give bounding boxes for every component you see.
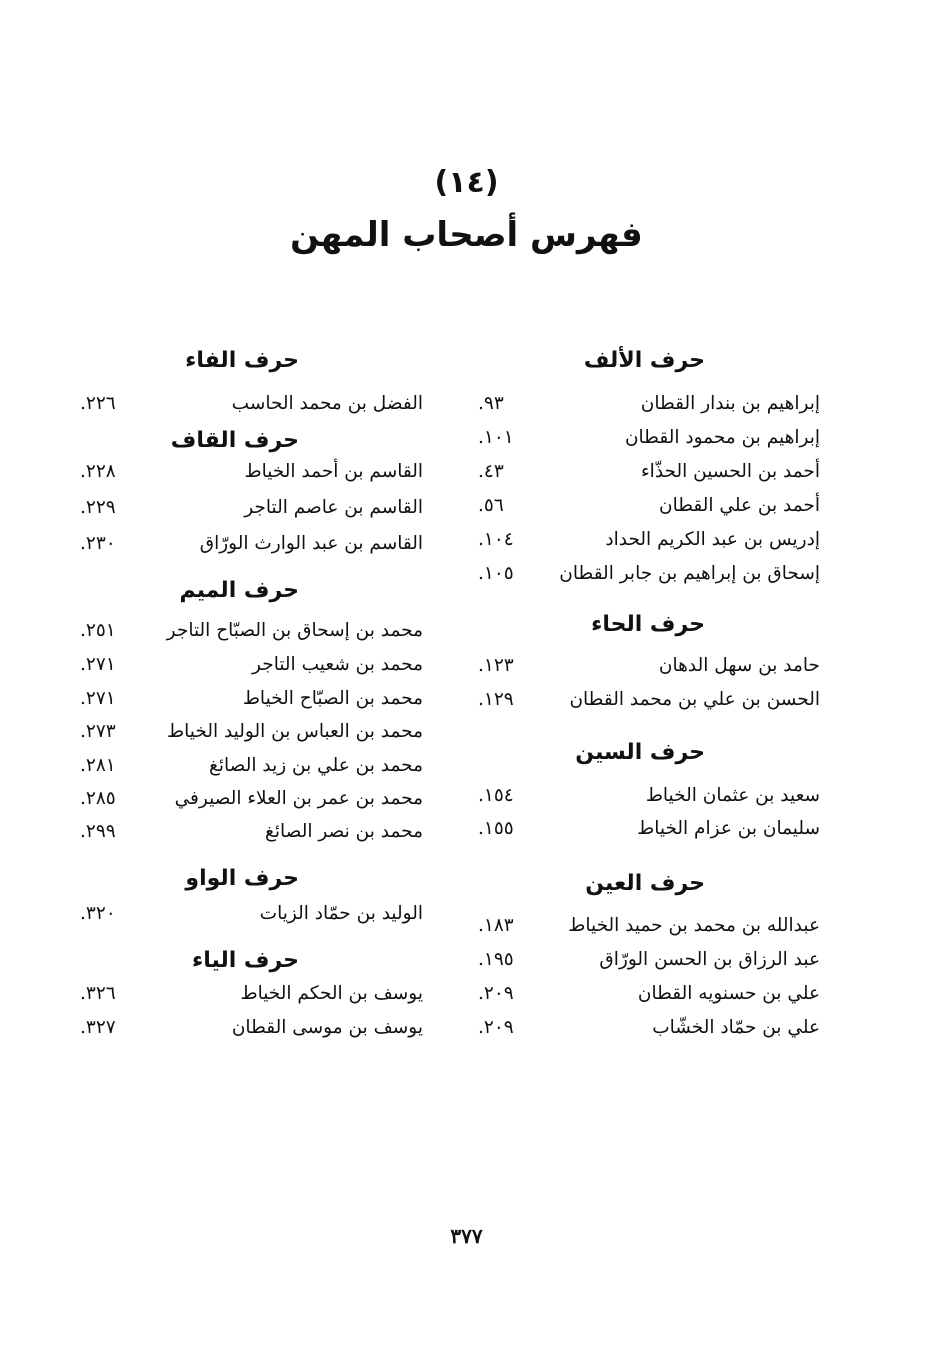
page-number: ٣٧٧ — [450, 1224, 483, 1248]
section-heading: حرف الحاء — [591, 612, 705, 637]
entry-name: محمد بن نصر الصائغ — [265, 821, 423, 842]
entry-page: ٢٠٩. — [478, 1017, 514, 1038]
entry-name: القاسم بن عبد الوارث الورّاق — [199, 533, 423, 554]
entry-name: القاسم بن عاصم التاجر — [244, 497, 423, 518]
entry-page: ٢٢٩. — [80, 497, 116, 518]
entry-page: ٢٧٣. — [80, 721, 116, 742]
section-heading: حرف الميم — [179, 578, 299, 603]
entry-page: ٩٣. — [478, 393, 504, 414]
entry-name: إسحاق بن إبراهيم بن جابر القطان — [559, 563, 820, 584]
section-heading: حرف العين — [585, 871, 705, 896]
section-heading: حرف الياء — [191, 948, 299, 973]
section-heading: حرف السين — [575, 740, 705, 765]
entry-page: ٢٢٦. — [80, 393, 116, 414]
entry-page: ٢٥١. — [80, 620, 116, 641]
index-number: (١٤) — [434, 165, 499, 200]
entry-name: محمد بن العباس بن الوليد الخياط — [167, 721, 423, 742]
entry-name: الوليد بن حمّاد الزيات — [259, 903, 423, 924]
entry-page: ١٥٥. — [478, 818, 514, 839]
entry-page: ٢٠٩. — [478, 983, 514, 1004]
section-heading: حرف الألف — [583, 348, 705, 373]
entry-name: الحسن بن علي بن محمد القطان — [569, 689, 820, 710]
entry-page: ١٠١. — [478, 427, 514, 448]
entry-page: ١٩٥. — [478, 949, 514, 970]
entry-name: إبراهيم بن محمود القطان — [624, 427, 820, 448]
entry-page: ٢٩٩. — [80, 821, 116, 842]
entry-page: ١٠٥. — [478, 563, 514, 584]
entry-page: ٢٧١. — [80, 688, 116, 709]
entry-page: ٢٨١. — [80, 755, 116, 776]
entry-name: محمد بن علي بن زيد الصائغ — [209, 755, 423, 776]
entry-name: علي بن حمّاد الخشّاب — [652, 1017, 820, 1038]
entry-page: ٣٢٠. — [80, 903, 116, 924]
section-heading: حرف الفاء — [185, 348, 299, 373]
entry-name: يوسف بن الحكم الخياط — [240, 983, 423, 1004]
entry-page: ١٢٣. — [478, 655, 514, 676]
entry-name: القاسم بن أحمد الخياط — [244, 461, 424, 482]
entry-page: ١٢٩. — [478, 689, 514, 710]
entry-page: ٢٨٥. — [80, 788, 116, 809]
section-heading: حرف الواو — [185, 866, 299, 891]
entry-page: ١٥٤. — [478, 785, 514, 806]
entry-name: محمد بن عمر بن العلاء الصيرفي — [174, 788, 423, 809]
entry-name: أحمد بن الحسين الحذّاء — [640, 461, 820, 482]
entry-page: ١٨٣. — [478, 915, 514, 936]
entry-page: ٢٣٠. — [80, 533, 116, 554]
entry-name: سعيد بن عثمان الخياط — [645, 785, 820, 806]
entry-page: ٢٢٨. — [80, 461, 116, 482]
entry-name: أحمد بن علي القطان — [659, 495, 820, 516]
entry-name: محمد بن شعيب التاجر — [252, 654, 423, 675]
entry-page: ٥٦. — [478, 495, 504, 516]
entry-page: ٢٧١. — [80, 654, 116, 675]
entry-name: يوسف بن موسى القطان — [231, 1017, 423, 1038]
section-heading: حرف القاف — [170, 428, 299, 453]
entry-name: سليمان بن عزام الخياط — [637, 818, 820, 839]
page-title: فهرس أصحاب المهن — [290, 215, 643, 255]
entry-name: إبراهيم بن بندار القطان — [640, 393, 820, 414]
entry-page: ٣٢٦. — [80, 983, 116, 1004]
entry-name: الفضل بن محمد الحاسب — [231, 393, 423, 414]
entry-name: محمد بن الصبّاح الخياط — [242, 688, 423, 709]
entry-page: ٤٣. — [478, 461, 504, 482]
entry-name: علي بن حسنويه القطان — [637, 983, 820, 1004]
entry-name: عبدالله بن محمد بن حميد الخياط — [568, 915, 820, 936]
entry-name: محمد بن إسحاق بن الصبّاح التاجر — [166, 620, 423, 641]
entry-page: ١٠٤. — [478, 529, 514, 550]
entry-name: حامد بن سهل الدهان — [658, 655, 820, 676]
entry-name: عبد الرزاق بن الحسن الورّاق — [599, 949, 820, 970]
entry-name: إدريس بن عبد الكريم الحداد — [605, 529, 820, 550]
entry-page: ٣٢٧. — [80, 1017, 116, 1038]
